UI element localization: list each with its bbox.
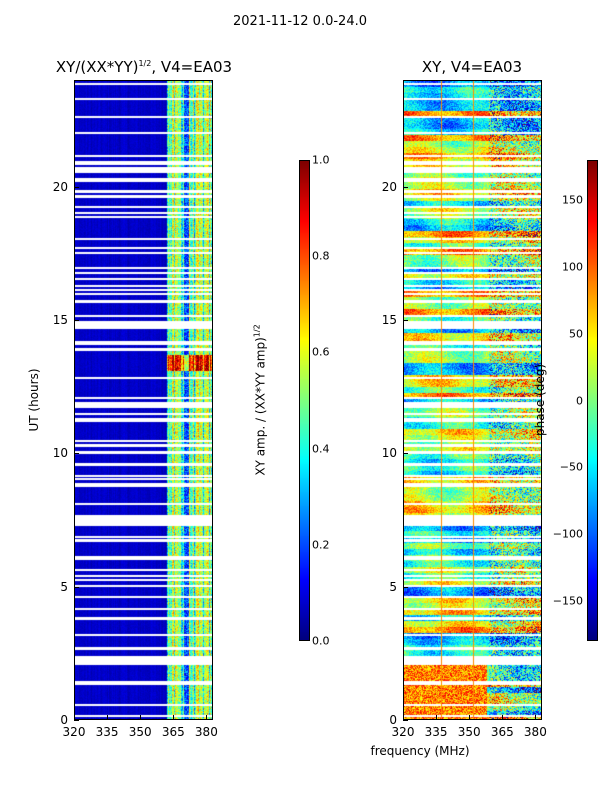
ytick-mark [74,720,79,721]
ytick-mark [403,586,408,588]
xtick-label: 365 [161,725,185,739]
ytick-label: 15 [381,313,397,327]
colorbar-tick-label: −150 [552,594,583,608]
ytick-label: 0 [389,713,397,727]
xtick-label: 320 [62,725,86,739]
colorbar-tick-label: −100 [552,527,583,541]
xtick-mark [403,715,404,720]
amp-colorbar [299,160,310,641]
xtick-mark [206,715,208,720]
ytick-label: 10 [381,446,397,461]
ytick-mark [403,453,408,455]
amp-colorbar-label: XY amp. / (XX*YY amp)1/2 [252,324,268,476]
colorbar-gradient [588,161,597,640]
colorbar-tick-label: 0.4 [312,442,330,456]
amp-heatmap [74,80,213,720]
xtick-label: 350 [457,725,481,739]
amp-heatmap-canvas [75,81,212,719]
xtick-label: 380 [194,725,218,739]
colorbar-tick-label: 0.8 [312,249,330,263]
ytick-mark [403,320,408,321]
ytick-label: 0 [60,713,68,727]
colorbar-tick-label: 0.6 [312,345,330,359]
colorbar-tick-label: 1.0 [312,153,330,167]
figure-suptitle: 2021-11-12 0.0-24.0 [233,14,367,29]
xtick-mark [107,715,109,720]
phase-colorbar-label: phase (deg) [533,363,547,437]
ytick-mark [74,453,79,455]
ytick-mark [74,586,79,588]
xtick-mark [74,715,75,720]
colorbar-tick-label: −50 [559,460,583,474]
ytick-mark [403,720,408,721]
xtick-mark [173,715,175,720]
xtick-mark [535,715,537,720]
xtick-label: 335 [95,725,119,739]
colorbar-tick-label: 150 [562,193,583,207]
colorbar-tick-label: 100 [562,260,583,274]
ytick-label: 5 [389,579,397,594]
ytick-mark [403,186,408,188]
amp-panel-title: XY/(XX*YY)1/2, V4=EA03 [55,58,233,76]
colorbar-gradient [300,161,309,640]
phase-heatmap [403,80,542,720]
ytick-label: 15 [52,313,68,327]
colorbar-tick-label: 50 [569,327,583,341]
ytick-mark [74,320,79,321]
xtick-label: 320 [391,725,415,739]
ytick-label: 10 [52,446,68,461]
xtick-label: 365 [490,725,514,739]
ytick-label: 20 [381,179,397,194]
xtick-mark [502,715,504,720]
amp-ylabel: UT (hours) [27,368,41,432]
colorbar-tick-label: 0.2 [312,538,330,552]
xtick-label: 335 [424,725,448,739]
xtick-mark [469,715,471,720]
xtick-mark [436,715,438,720]
colorbar-tick-label: 0.0 [312,634,330,648]
xtick-label: 350 [128,725,152,739]
ytick-label: 20 [52,179,68,194]
xtick-mark [140,715,142,720]
phase-panel-title: XY, V4=EA03 [421,58,523,76]
colorbar-tick-label: 0 [576,394,583,407]
phase-heatmap-canvas [404,81,541,719]
xtick-label: 380 [523,725,547,739]
ytick-label: 5 [60,579,68,594]
phase-colorbar [587,160,598,641]
ytick-mark [74,186,79,188]
